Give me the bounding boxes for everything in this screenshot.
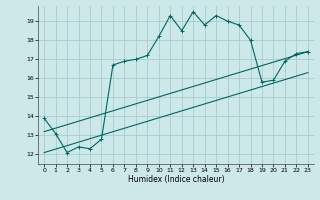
X-axis label: Humidex (Indice chaleur): Humidex (Indice chaleur) (128, 175, 224, 184)
